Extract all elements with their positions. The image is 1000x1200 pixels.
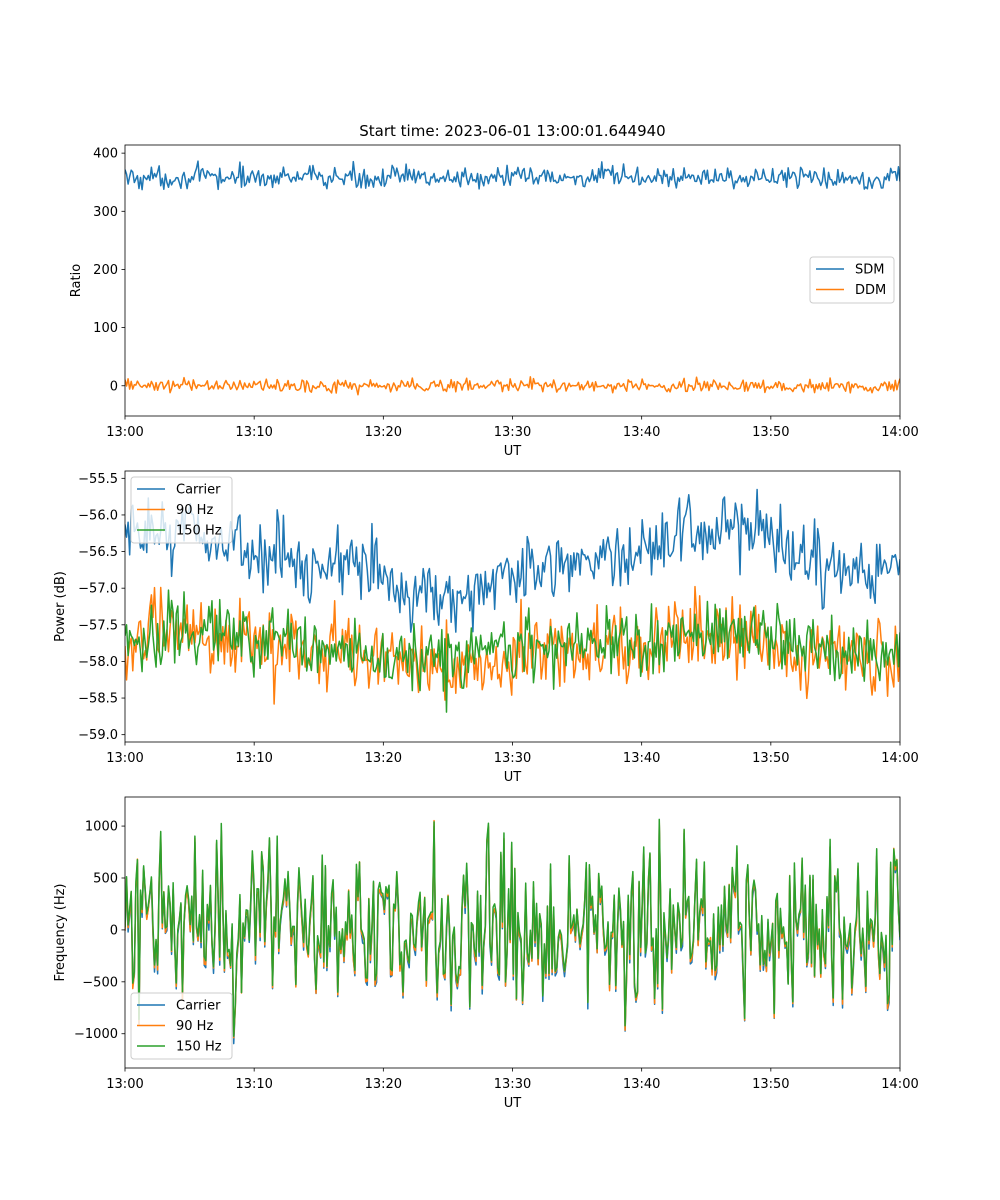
y-tick-label: 0 <box>110 379 118 394</box>
legend-label: Carrier <box>176 999 221 1014</box>
x-tick-label: 13:30 <box>494 1077 531 1092</box>
y-tick-label: −57.0 <box>78 582 118 597</box>
y-tick-label: 200 <box>93 263 118 278</box>
x-axis-label: UT <box>504 770 522 785</box>
y-tick-label: −57.5 <box>78 618 118 633</box>
x-tick-label: 14:00 <box>881 1077 918 1092</box>
chart-panel-2: 13:00 13:10 13:20 13:30 13:40 13:50 14:00 UT −59… <box>53 470 919 785</box>
legend: SDM DDM <box>809 256 895 304</box>
y-axis-label: Power (dB) <box>53 571 68 642</box>
x-tick-label: 13:00 <box>106 1077 143 1092</box>
series-line-carrier <box>125 488 900 633</box>
y-tick-label: −58.0 <box>78 655 118 670</box>
y-tick-label: 0 <box>110 923 118 938</box>
chart-panel-1: 13:00 13:10 13:20 13:30 13:40 13:50 14:00 UT 0 10… <box>69 144 919 459</box>
legend-label: 90 Hz <box>176 1019 213 1034</box>
legend-label: 150 Hz <box>176 524 222 539</box>
x-tick-label: 13:00 <box>106 751 143 766</box>
y-tick-label: 100 <box>93 321 118 336</box>
y-tick-label: −1000 <box>74 1027 118 1042</box>
x-tick-label: 14:00 <box>881 751 918 766</box>
x-tick-label: 13:50 <box>752 1077 789 1092</box>
series-line-sdm <box>125 160 900 191</box>
legend: Carrier 90 Hz 150 Hz <box>130 992 233 1060</box>
x-tick-label: 13:50 <box>752 425 789 440</box>
series-line-150-hz <box>125 818 900 1037</box>
y-tick-label: 500 <box>93 871 118 886</box>
y-tick-label: −56.0 <box>78 508 118 523</box>
legend-label: SDM <box>855 263 884 278</box>
x-axis-label: UT <box>504 1096 522 1111</box>
legend-box <box>130 476 233 544</box>
y-tick-label: 300 <box>93 205 118 220</box>
x-tick-label: 13:40 <box>623 1077 660 1092</box>
x-tick-label: 13:20 <box>365 751 402 766</box>
x-tick-label: 13:10 <box>235 1077 272 1092</box>
y-axis-label: Frequency (Hz) <box>53 883 68 981</box>
x-tick-label: 13:10 <box>235 751 272 766</box>
legend-label: 150 Hz <box>176 1040 222 1055</box>
y-tick-label: 400 <box>93 147 118 162</box>
y-tick-label: −500 <box>82 975 118 990</box>
legend-label: Carrier <box>176 483 221 498</box>
x-tick-label: 13:30 <box>494 751 531 766</box>
x-tick-label: 13:20 <box>365 425 402 440</box>
x-tick-label: 13:00 <box>106 425 143 440</box>
legend-box <box>130 992 233 1060</box>
axes-frame <box>124 470 901 743</box>
y-tick-label: −59.0 <box>78 728 118 743</box>
legend-label: DDM <box>855 283 886 298</box>
y-axis-label: Ratio <box>69 264 84 297</box>
chart-panel-3: 13:00 13:10 13:20 13:30 13:40 13:50 14:00 UT −10… <box>53 796 919 1111</box>
x-tick-label: 13:20 <box>365 1077 402 1092</box>
x-tick-label: 14:00 <box>881 425 918 440</box>
y-tick-label: 1000 <box>85 820 118 835</box>
series-line-ddm <box>125 376 900 396</box>
x-tick-label: 13:40 <box>623 425 660 440</box>
x-axis-label: UT <box>504 444 522 459</box>
y-tick-label: −55.5 <box>78 472 118 487</box>
figure-title: Start time: 2023-06-01 13:00:01.644940 <box>359 122 665 140</box>
series-line-150-hz <box>125 589 900 713</box>
y-tick-label: −56.5 <box>78 545 118 560</box>
legend-label: 90 Hz <box>176 503 213 518</box>
x-tick-label: 13:50 <box>752 751 789 766</box>
y-tick-label: −58.5 <box>78 692 118 707</box>
x-tick-label: 13:30 <box>494 425 531 440</box>
x-tick-label: 13:40 <box>623 751 660 766</box>
legend: Carrier 90 Hz 150 Hz <box>130 476 233 544</box>
x-tick-label: 13:10 <box>235 425 272 440</box>
